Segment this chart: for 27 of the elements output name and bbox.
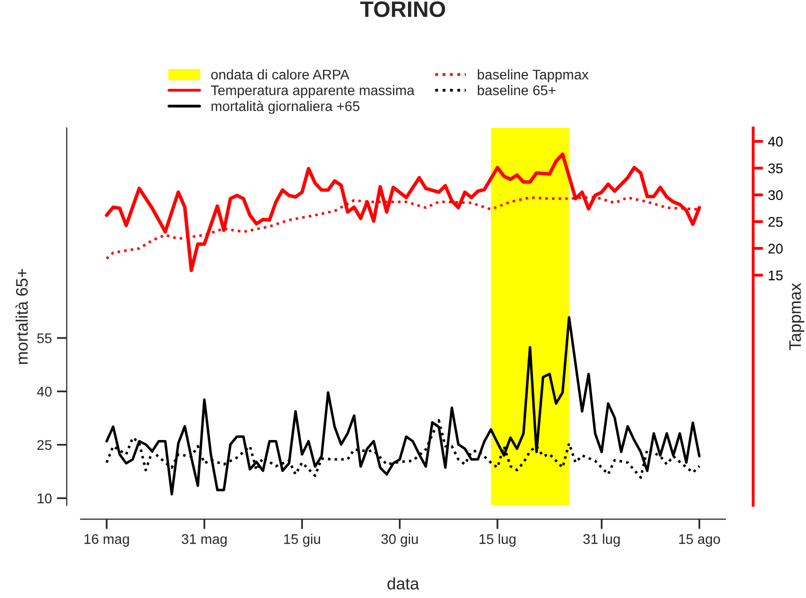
y-axis-title: mortalità 65+ <box>15 269 28 364</box>
y2-tick-label: 25 <box>768 216 783 227</box>
y-tick-label: 25 <box>37 440 52 450</box>
x-tick-label: 15 ago <box>679 534 720 547</box>
y2-tick-label: 40 <box>768 136 783 147</box>
legend-label: ondata di calore ARPA <box>211 69 350 80</box>
y2-tick-label: 20 <box>768 244 783 254</box>
x-tick-label: 15 giu <box>284 534 320 547</box>
y2-tick-label: 30 <box>768 190 783 200</box>
legend-label: baseline 65+ <box>478 85 556 96</box>
y-tick-label: 10 <box>38 494 52 504</box>
x-tick-label: 16 mag <box>84 534 129 547</box>
x-tick-label: 30 giu <box>381 534 418 547</box>
line-series <box>105 316 701 496</box>
y2-tick-label: 15 <box>768 270 783 280</box>
x-axis-title: data <box>387 577 420 590</box>
legend-label: baseline Tappmax <box>478 69 588 82</box>
legend-label: mortalità giornaliera +65 <box>212 100 360 114</box>
y-tick-label: 40 <box>37 386 52 397</box>
chart-title: TORINO <box>360 1 446 18</box>
y2-axis-title: Tappmax <box>789 283 804 350</box>
x-tick-label: 15 lug <box>480 534 516 547</box>
y-tick-label: 55 <box>37 333 52 344</box>
x-tick-label: 31 mag <box>182 534 227 547</box>
y2-tick-label: 35 <box>768 163 783 174</box>
x-tick-label: 31 lug <box>583 534 620 547</box>
legend-label: Temperatura apparente massima <box>210 85 414 98</box>
